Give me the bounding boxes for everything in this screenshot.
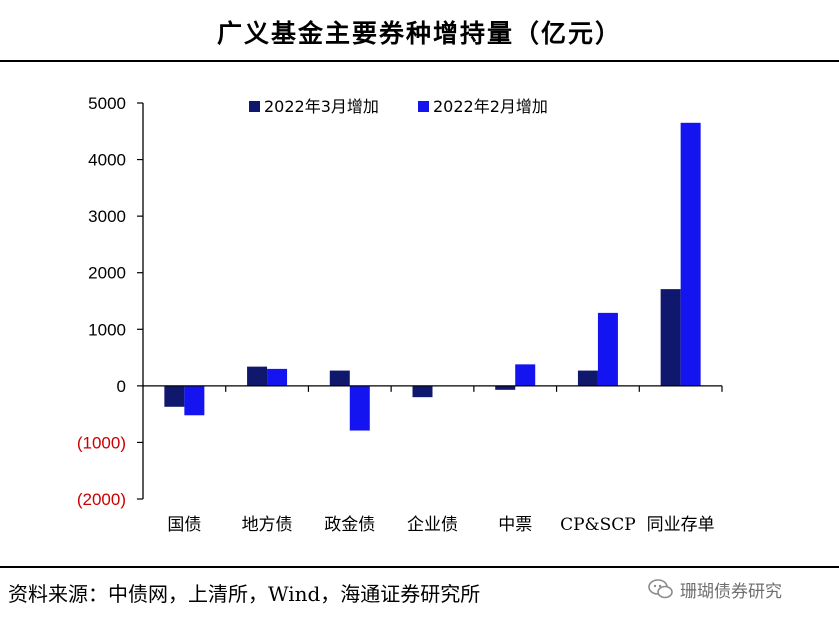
legend-swatch <box>249 101 260 112</box>
bar <box>680 122 701 386</box>
chart-title: 广义基金主要券种增持量（亿元） <box>216 19 622 48</box>
legend-label: 2022年2月增加 <box>433 97 548 116</box>
bar <box>515 364 536 386</box>
x-tick-label: 同业存单 <box>647 515 715 535</box>
legend-swatch <box>418 101 429 112</box>
y-tick-label: 4000 <box>88 151 126 170</box>
watermark: 珊瑚债券研究 <box>648 574 782 604</box>
bar <box>184 385 205 416</box>
y-tick-label: (2000) <box>77 490 126 509</box>
bar <box>495 385 516 390</box>
wechat-icon <box>648 579 673 599</box>
y-tick-label: 1000 <box>88 320 126 339</box>
bar <box>329 370 350 386</box>
bar <box>349 385 370 431</box>
y-tick-label: (1000) <box>77 433 126 452</box>
bottom-divider <box>0 566 839 568</box>
y-tick-label: 3000 <box>88 207 126 226</box>
bar <box>577 370 598 386</box>
bar <box>247 366 268 386</box>
x-tick-label: 国债 <box>167 515 201 535</box>
bar <box>164 385 185 407</box>
source-note: 资料来源：中债网，上清所，Wind，海通证券研究所 <box>8 582 481 606</box>
top-divider <box>0 60 839 62</box>
bar <box>267 368 288 386</box>
bar <box>597 312 618 386</box>
x-tick-label: 企业债 <box>407 515 458 535</box>
x-tick-label: 中票 <box>498 515 532 535</box>
x-tick-label: 政金债 <box>324 515 375 535</box>
x-tick-label: CP&SCP <box>560 515 636 535</box>
y-tick-label: 0 <box>117 377 126 396</box>
legend-label: 2022年3月增加 <box>264 97 379 116</box>
x-tick-label: 地方债 <box>242 515 293 535</box>
bar <box>660 289 681 386</box>
y-tick-label: 5000 <box>88 94 126 113</box>
watermark-text: 珊瑚债券研究 <box>680 581 782 602</box>
y-tick-label: 2000 <box>88 264 126 283</box>
bar <box>412 385 433 398</box>
